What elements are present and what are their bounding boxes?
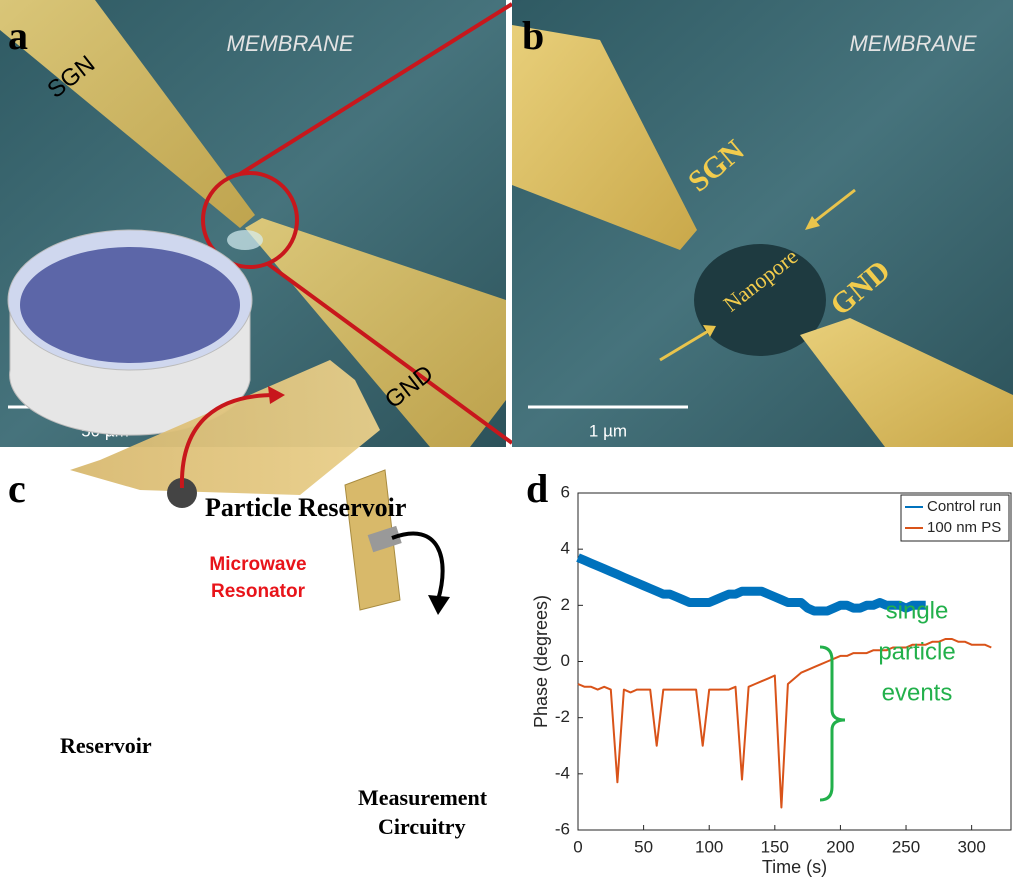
x-tick-label: 50	[634, 837, 653, 856]
y-tick-label: -2	[555, 707, 570, 726]
panel-d: d -6 -4 -2 0 2 4 6 0 50 100 150 200 250 300 Time (s) Ph…	[526, 466, 1011, 877]
y-tick-label: -6	[555, 819, 570, 838]
particle-reservoir-label: Particle Reservoir	[205, 493, 406, 522]
figure: a MEMBRANE SGN GND 50 µm b MEMBRANE SGN …	[0, 0, 1013, 886]
x-tick-label: 0	[573, 837, 582, 856]
measurement-label: Measurement	[358, 785, 488, 810]
panel-label: d	[526, 466, 548, 511]
measurement-label: Circuitry	[378, 814, 466, 839]
x-axis-label: Time (s)	[762, 857, 827, 877]
resonator-label: Microwave	[209, 554, 306, 575]
highlight	[227, 230, 263, 250]
y-tick-label: 2	[561, 595, 570, 614]
annotation: single	[886, 597, 949, 624]
annotation: events	[882, 679, 953, 706]
y-axis-label: Phase (degrees)	[531, 595, 551, 728]
membrane-label: MEMBRANE	[226, 31, 353, 56]
pbs-liquid	[20, 247, 240, 363]
legend-label: Control run	[927, 498, 1001, 515]
x-tick-label: 250	[892, 837, 920, 856]
resonator-label: Resonator	[211, 581, 306, 602]
x-tick-label: 300	[957, 837, 985, 856]
y-tick-label: 4	[561, 539, 570, 558]
scale-label: 1 µm	[589, 421, 627, 440]
panel-b: b MEMBRANE SGN GND Nanopore 1 µm	[512, 0, 1013, 447]
panel-label: a	[8, 13, 28, 58]
y-tick-label: 6	[561, 482, 570, 501]
pbs-label: PBS	[58, 477, 109, 508]
panel-label: b	[522, 13, 544, 58]
membrane-label: MEMBRANE	[849, 31, 976, 56]
y-tick-label: 0	[561, 651, 570, 670]
reservoir-label: Reservoir	[60, 733, 152, 758]
annotation: particle	[878, 638, 955, 665]
panel-label: c	[8, 466, 26, 511]
arrow-head	[428, 595, 450, 615]
y-tick-label: -4	[555, 763, 570, 782]
x-tick-label: 200	[826, 837, 854, 856]
x-tick-label: 150	[761, 837, 789, 856]
legend-label: 100 nm PS	[927, 519, 1001, 536]
x-tick-label: 100	[695, 837, 723, 856]
